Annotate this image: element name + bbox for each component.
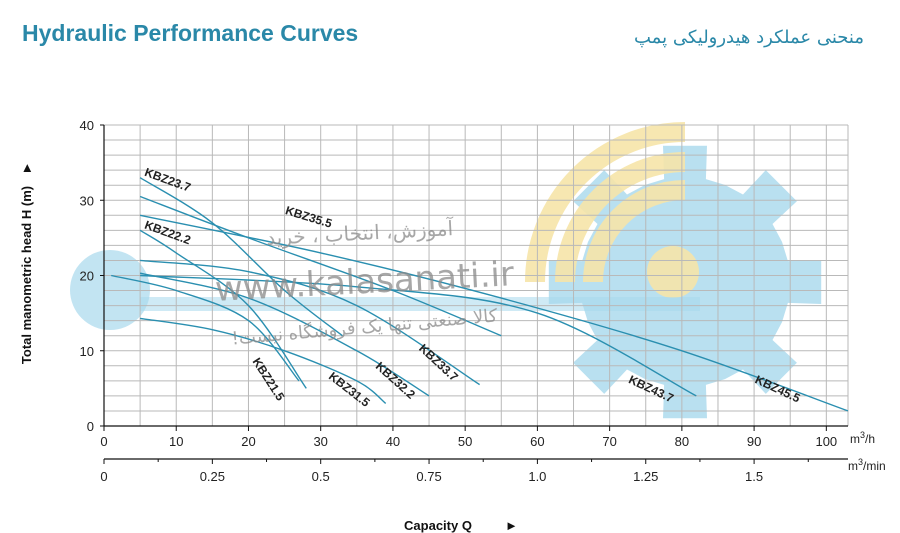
y-tick-label: 20 — [80, 269, 94, 284]
x2-tick-label: 1.25 — [633, 469, 658, 484]
watermark-text: آموزش، انتخاب ، خرید www.kalasanati.ir ک… — [214, 215, 515, 350]
curve-kbz43-7 — [140, 274, 697, 397]
x-tick-label: 10 — [169, 434, 183, 449]
axes: 0 10 20 30 40 0 10 20 30 40 50 60 70 80 90 100 0 0.25 0.5 0… — [80, 118, 848, 484]
chart-grid — [103, 124, 849, 427]
curve-kbz32-2 — [139, 272, 430, 397]
signal-arc — [555, 152, 686, 283]
x-tick-label: 30 — [313, 434, 327, 449]
x-axis-title: Capacity Q — [404, 518, 472, 533]
x-tick-label: 70 — [602, 434, 616, 449]
x2-tick-label: 1.5 — [745, 469, 763, 484]
curve-kbz35-5 — [139, 195, 502, 337]
x2-tick-label: 0.75 — [416, 469, 441, 484]
curve-kbz31-5 — [139, 317, 387, 404]
x-tick-label: 100 — [815, 434, 837, 449]
logo-circle — [70, 250, 150, 330]
curves-group — [111, 177, 849, 412]
curve-label-kbz22-2: KBZ22.2 — [143, 218, 193, 248]
curve-kbz22-2 — [139, 229, 307, 389]
x-tick-label: 80 — [675, 434, 689, 449]
watermark-line2: کالا صنعتی تنها یک فروشگاه نیست! — [231, 304, 499, 349]
signal-arc — [583, 180, 686, 283]
y-axis-title: Total manometric head H (m) — [19, 186, 34, 364]
y-axis-arrow: ► — [19, 162, 34, 175]
x-tick-label: 40 — [386, 434, 400, 449]
chart-title: Hydraulic Performance Curves — [22, 20, 359, 46]
x-axis-unit-m3h: m3/h — [850, 430, 875, 446]
x2-tick-label: 0 — [100, 469, 107, 484]
y-tick-label: 30 — [80, 193, 94, 208]
curve-kbz45-5 — [139, 214, 849, 412]
x2-tick-label: 0.5 — [312, 469, 330, 484]
curve-kbz33-7 — [140, 259, 480, 386]
curve-kbz21-5 — [111, 274, 300, 382]
x-tick-label: 50 — [458, 434, 472, 449]
signal-dot — [647, 246, 699, 298]
x-tick-label: 20 — [241, 434, 255, 449]
x-tick-label: 0 — [100, 434, 107, 449]
y-tick-label: 0 — [87, 419, 94, 434]
curve-label-kbz31-5: KBZ31.5 — [326, 369, 373, 410]
y-tick-label: 10 — [80, 344, 94, 359]
curve-label-kbz23-7: KBZ23.7 — [143, 165, 193, 195]
x-axis-unit-m3min: m3/min — [848, 457, 886, 473]
chart-title-persian: منحنی عملکرد هیدرولیکی پمپ — [634, 27, 864, 48]
logo-band — [140, 297, 700, 311]
x-tick-label: 90 — [747, 434, 761, 449]
curve-label-kbz33-7: KBZ33.7 — [416, 341, 461, 384]
x2-tick-label: 0.25 — [200, 469, 225, 484]
watermark-line1: آموزش، انتخاب ، خرید — [266, 215, 456, 250]
x-tick-label: 60 — [530, 434, 544, 449]
signal-arc — [525, 122, 686, 283]
curve-kbz23-7 — [139, 177, 343, 337]
x2-tick-label: 1.0 — [528, 469, 546, 484]
y-tick-label: 40 — [80, 118, 94, 133]
x-axis-arrow: ► — [505, 518, 518, 533]
